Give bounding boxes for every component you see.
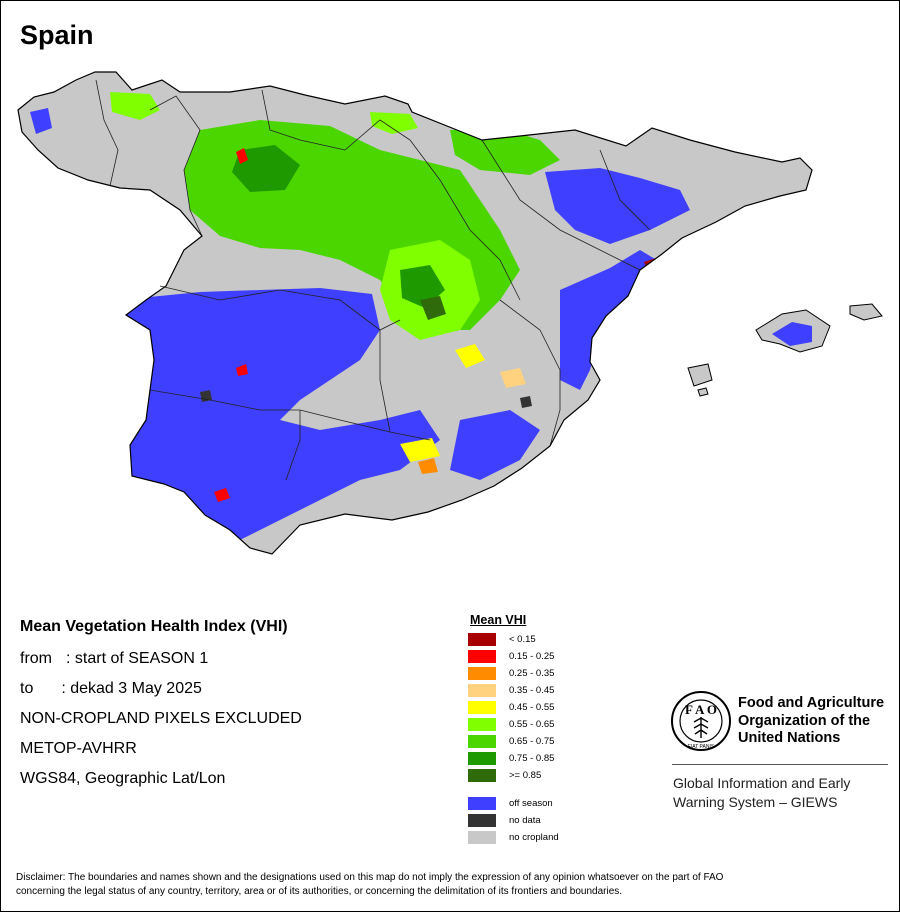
off-season-northeast <box>545 168 690 244</box>
giews-line1: Global Information and Early <box>673 775 851 791</box>
fao-name: Food and Agriculture Organization of the… <box>738 695 898 748</box>
island-menorca <box>849 303 883 321</box>
legend-swatch <box>468 735 496 748</box>
disclaimer: Disclaimer: The boundaries and names sho… <box>16 871 886 899</box>
giews-line2: Warning System – GIEWS <box>673 794 838 810</box>
stress-orange <box>418 458 438 474</box>
info-to-value: : dekad 3 May 2025 <box>61 680 202 697</box>
legend-swatch <box>468 797 496 810</box>
legend-label: 0.65 - 0.75 <box>509 736 555 747</box>
info-heading: Mean Vegetation Health Index (VHI) <box>20 618 288 635</box>
disclaimer-line2: concerning the legal status of any count… <box>16 886 623 897</box>
info-projection: WGS84, Geographic Lat/Lon <box>20 770 226 787</box>
island-ibiza <box>687 363 713 387</box>
info-to: to : dekad 3 May 2025 <box>20 680 202 698</box>
vegetation-basque <box>370 112 418 134</box>
legend-item: < 0.15 <box>468 633 618 647</box>
stress-yellow-2 <box>400 438 440 462</box>
off-season-south <box>120 288 440 540</box>
fao-divider <box>672 764 888 765</box>
legend-item: 0.35 - 0.45 <box>468 684 618 698</box>
off-season-galicia <box>30 108 52 134</box>
legend-label: 0.35 - 0.45 <box>509 685 555 696</box>
info-from-value: : start of SEASON 1 <box>66 650 209 667</box>
map-title: Spain <box>20 20 94 50</box>
legend-swatch <box>468 814 496 827</box>
legend-label: no data <box>509 815 541 826</box>
legend-label: 0.75 - 0.85 <box>509 753 555 764</box>
island-formentera <box>697 387 709 397</box>
legend-swatch <box>468 633 496 646</box>
legend-item: 0.75 - 0.85 <box>468 752 618 766</box>
giews-name: Global Information and Early Warning Sys… <box>673 774 893 812</box>
legend-label: 0.15 - 0.25 <box>509 651 555 662</box>
info-to-label: to <box>20 680 34 697</box>
legend-swatch <box>468 718 496 731</box>
legend-label: >= 0.85 <box>509 770 542 781</box>
fao-name-line3: United Nations <box>738 730 841 746</box>
vegetation-leon <box>232 145 300 192</box>
legend-label: 0.45 - 0.55 <box>509 702 555 713</box>
vegetation-dense <box>420 296 446 320</box>
legend-swatch <box>468 684 496 697</box>
vhi-map <box>17 71 883 555</box>
legend-label: 0.25 - 0.35 <box>509 668 555 679</box>
legend: Mean VHI < 0.15 0.15 - 0.25 0.25 - 0.35 0.3… <box>468 613 618 853</box>
legend-item: 0.65 - 0.75 <box>468 735 618 749</box>
info-from-label: from <box>20 650 52 667</box>
legend-item: no data <box>468 814 618 828</box>
legend-swatch <box>468 667 496 680</box>
legend-item: off season <box>468 797 618 811</box>
legend-item: no cropland <box>468 831 618 845</box>
disclaimer-line1: Disclaimer: The boundaries and names sho… <box>16 872 724 883</box>
stress-light-orange <box>500 368 526 388</box>
stress-red-2 <box>214 488 230 502</box>
legend-label: < 0.15 <box>509 634 536 645</box>
legend-swatch <box>468 752 496 765</box>
stress-red-3 <box>236 364 248 376</box>
stress-red-1 <box>236 148 248 164</box>
info-sensor: METOP-AVHRR <box>20 740 137 757</box>
legend-item: 0.15 - 0.25 <box>468 650 618 664</box>
region-borders <box>95 79 651 481</box>
legend-swatch <box>468 769 496 782</box>
no-data-2 <box>520 396 532 408</box>
legend-swatch <box>468 701 496 714</box>
island-mallorca-offseason <box>772 322 812 346</box>
legend-label: 0.55 - 0.65 <box>509 719 555 730</box>
fao-branding: F A O FIAT PANIS Food and Agriculture Or… <box>670 690 890 820</box>
legend-item: 0.45 - 0.55 <box>468 701 618 715</box>
legend-swatch <box>468 650 496 663</box>
coastline <box>17 71 813 555</box>
off-season-southeast <box>450 410 540 480</box>
info-from: from : start of SEASON 1 <box>20 650 208 668</box>
fao-name-line1: Food and Agriculture <box>738 695 885 711</box>
vegetation-ebro <box>450 128 560 175</box>
legend-swatch <box>468 831 496 844</box>
legend-item: 0.55 - 0.65 <box>468 718 618 732</box>
stress-yellow-1 <box>455 344 485 368</box>
legend-label: off season <box>509 798 553 809</box>
fao-logo-icon: F A O FIAT PANIS <box>671 691 731 751</box>
legend-item: 0.25 - 0.35 <box>468 667 618 681</box>
fao-logo-motto: FIAT PANIS <box>688 744 715 750</box>
vegetation-cantabria <box>110 92 160 120</box>
legend-title: Mean VHI <box>470 613 527 627</box>
legend-item: >= 0.85 <box>468 769 618 783</box>
legend-label: no cropland <box>509 832 559 843</box>
fao-name-line2: Organization of the <box>738 712 871 729</box>
svg-text:F A O: F A O <box>685 702 717 717</box>
info-note: NON-CROPLAND PIXELS EXCLUDED <box>20 710 302 727</box>
